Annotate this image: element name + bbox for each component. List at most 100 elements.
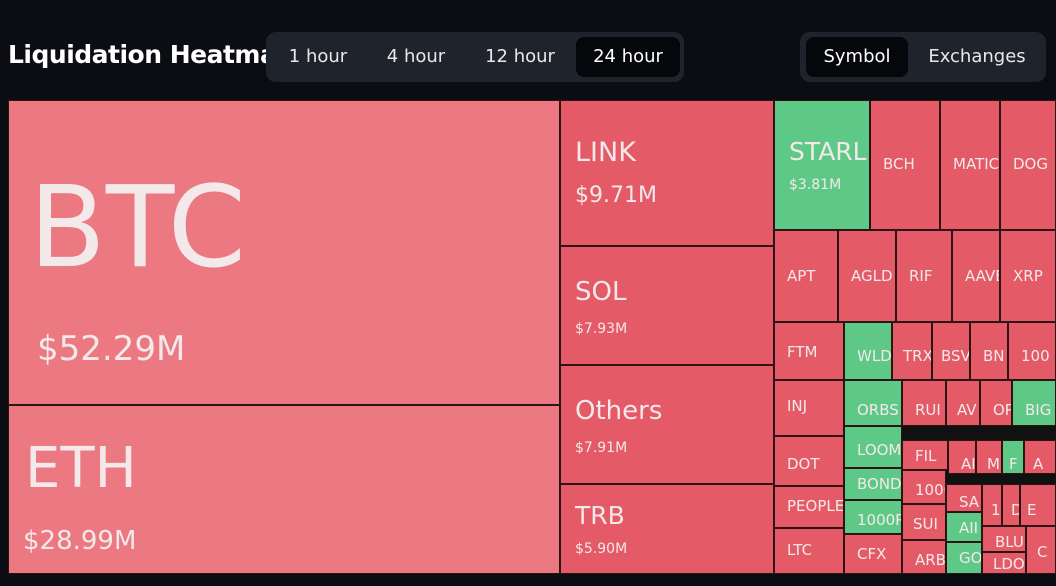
tile-symbol: C: [1037, 543, 1048, 561]
tile-bn[interactable]: BN: [970, 322, 1008, 380]
tile-dog[interactable]: DOG: [1000, 100, 1056, 230]
tile-apt[interactable]: APT: [774, 230, 838, 322]
tile-arb[interactable]: ARB: [902, 540, 946, 574]
tile-bsv[interactable]: BSV: [932, 322, 970, 380]
tile-value: $52.29M: [37, 329, 186, 369]
tile-symbol: LOOM: [857, 441, 902, 459]
tile-people[interactable]: PEOPLE: [774, 486, 844, 528]
tile-fil[interactable]: FIL: [902, 440, 948, 470]
grouping-selector: Symbol Exchanges: [800, 32, 1046, 82]
tile-symbol: WLD: [857, 347, 892, 365]
tile-100[interactable]: 100: [1008, 322, 1056, 380]
tile-xrp[interactable]: XRP: [1000, 230, 1056, 322]
tile-symbol: GO: [959, 549, 982, 567]
tile-symbol: 100: [1021, 347, 1050, 365]
tile-symbol: BLU: [995, 533, 1024, 551]
tile-symbol: BTC: [29, 163, 246, 293]
tile-symbol: E: [1027, 501, 1037, 519]
tile-big[interactable]: BIG: [1012, 380, 1056, 426]
tile-link[interactable]: LINK $9.71M: [560, 100, 774, 246]
tile-trx[interactable]: TRX: [892, 322, 932, 380]
tile-ftm[interactable]: FTM: [774, 322, 844, 380]
tile-d[interactable]: D: [1002, 484, 1020, 526]
tile-ai[interactable]: AI: [948, 440, 976, 474]
tile-aave[interactable]: AAVE: [952, 230, 1000, 322]
tile-orbs[interactable]: ORBS: [844, 380, 902, 426]
tile-btc[interactable]: BTC $52.29M: [8, 100, 560, 405]
tile-value: $5.90M: [575, 541, 628, 557]
tile-symbol: MATIC: [953, 155, 1000, 173]
tile-eth[interactable]: ETH $28.99M: [8, 405, 560, 574]
tile-symbol: AAVE: [965, 267, 999, 285]
tile-agld[interactable]: AGLD: [838, 230, 896, 322]
tile-c[interactable]: C: [1026, 526, 1056, 574]
tile-symbol: ORBS: [857, 401, 899, 419]
tile-symbol: ETH: [25, 436, 137, 501]
tile-cfx[interactable]: CFX: [844, 534, 902, 574]
tile-m[interactable]: M: [976, 440, 1002, 474]
tile-f[interactable]: F: [1002, 440, 1024, 474]
tile-rif[interactable]: RIF: [896, 230, 952, 322]
tile-ldo[interactable]: LDO: [982, 552, 1026, 574]
tile-symbol: Others: [575, 396, 663, 426]
tile-symbol: BIG: [1025, 401, 1052, 419]
tile-inj[interactable]: INJ: [774, 380, 844, 436]
tile-go[interactable]: GO: [946, 542, 982, 574]
tile-symbol: F: [1009, 455, 1018, 473]
tile-symbol: 1: [991, 501, 1001, 519]
page-title: Liquidation Heatmap: [8, 40, 294, 69]
tile-matic[interactable]: MATIC: [940, 100, 1000, 230]
tile-symbol: TRB: [575, 501, 625, 530]
tile-symbol: SOL: [575, 277, 627, 307]
tile-symbol: DOT: [787, 455, 820, 473]
tile-blu[interactable]: BLU: [982, 526, 1026, 552]
tile-sa[interactable]: SA: [946, 484, 982, 512]
tile-aii[interactable]: AII: [946, 512, 982, 542]
tile-value: $28.99M: [23, 526, 137, 556]
tile-wld[interactable]: WLD: [844, 322, 892, 380]
tile-starl[interactable]: STARL $3.81M: [774, 100, 870, 230]
tab-4-hour[interactable]: 4 hour: [386, 46, 446, 67]
tile-symbol: AII: [959, 519, 979, 537]
tab-12-hour[interactable]: 12 hour: [485, 46, 555, 67]
tile-av[interactable]: AV: [946, 380, 980, 426]
tile-ltc[interactable]: LTC: [774, 528, 844, 574]
tile-symbol: 1000P: [857, 511, 902, 529]
tile-value: $3.81M: [789, 177, 842, 193]
tile-sol[interactable]: SOL $7.93M: [560, 246, 774, 365]
tile-symbol: XRP: [1013, 267, 1043, 285]
tile-symbol: BOND: [857, 475, 902, 493]
tile-symbol: FIL: [915, 447, 937, 465]
tile-sui[interactable]: SUI: [902, 504, 946, 540]
tile-a[interactable]: A: [1024, 440, 1056, 474]
tile-symbol: RIF: [909, 267, 933, 285]
tile-trb[interactable]: TRB $5.90M: [560, 484, 774, 574]
tab-exchanges[interactable]: Exchanges: [928, 46, 1026, 67]
tile-op[interactable]: OP: [980, 380, 1012, 426]
tile-1000p[interactable]: 1000P: [844, 500, 902, 534]
tile-e[interactable]: E: [1020, 484, 1056, 526]
tile-bond[interactable]: BOND: [844, 468, 902, 500]
tile-symbol: FTM: [787, 343, 818, 361]
tile-1000[interactable]: 1000: [902, 470, 946, 504]
tab-symbol[interactable]: Symbol: [806, 37, 908, 77]
tile-value: $9.71M: [575, 183, 657, 208]
tab-24-hour[interactable]: 24 hour: [576, 37, 680, 77]
tile-symbol: AI: [961, 455, 976, 473]
tile-symbol: PEOPLE: [787, 497, 844, 515]
tab-1-hour[interactable]: 1 hour: [288, 46, 348, 67]
liquidation-treemap: BTC $52.29M ETH $28.99M LINK $9.71M SOL $7.93M O…: [8, 100, 1056, 574]
tile-symbol: BN: [983, 347, 1005, 365]
tile-bch[interactable]: BCH: [870, 100, 940, 230]
tile-symbol: INJ: [787, 397, 808, 415]
tile-symbol: BCH: [883, 155, 915, 173]
tile-symbol: 1000: [915, 481, 945, 499]
tile-rui[interactable]: RUI: [902, 380, 946, 426]
tile-symbol: ARB: [915, 551, 946, 569]
tile-others[interactable]: Others $7.91M: [560, 365, 774, 484]
tile-symbol: AV: [957, 401, 977, 419]
tile-value: $7.93M: [575, 321, 628, 337]
tile-dot[interactable]: DOT: [774, 436, 844, 486]
tile-1[interactable]: 1: [982, 484, 1002, 526]
tile-loom[interactable]: LOOM: [844, 426, 902, 468]
